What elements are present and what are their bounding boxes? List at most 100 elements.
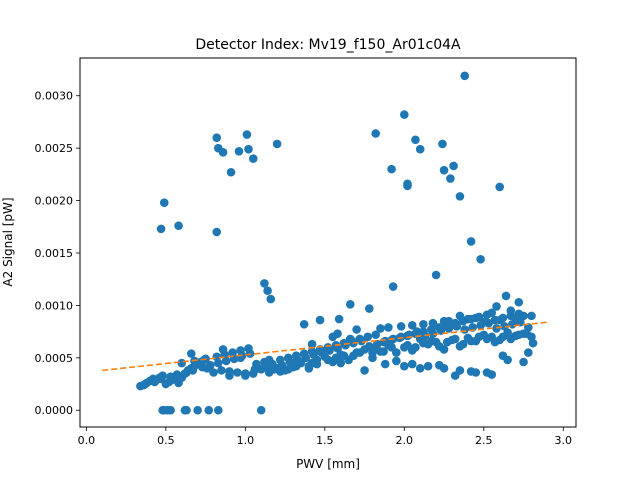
data-point: [490, 337, 500, 347]
data-point: [266, 294, 276, 304]
data-point: [242, 130, 252, 139]
data-point: [458, 339, 468, 349]
data-point: [495, 182, 504, 192]
data-point: [479, 317, 489, 327]
data-point: [256, 405, 266, 415]
data-point: [400, 361, 409, 371]
y-axis-ticks: 0.0000 0.0005 0.0010 0.0015 0.0020 0.0025 0.00…: [35, 90, 80, 417]
x-tick-label: 0.0: [78, 434, 96, 447]
data-point: [400, 110, 409, 119]
data-point: [345, 334, 355, 344]
data-point: [419, 327, 428, 336]
data-point: [339, 351, 349, 361]
data-point: [360, 366, 369, 375]
data-point: [333, 329, 342, 339]
x-tick-label: 1.0: [237, 434, 255, 447]
data-point: [492, 302, 501, 311]
data-point: [365, 304, 374, 313]
data-point: [387, 343, 396, 352]
data-point: [522, 329, 532, 339]
y-tick-label: 0.0010: [35, 299, 74, 312]
data-point: [334, 314, 344, 324]
y-tick-label: 0.0000: [35, 404, 74, 417]
data-point: [264, 355, 274, 365]
data-point: [241, 369, 250, 378]
data-point: [156, 224, 166, 234]
y-tick-label: 0.0020: [35, 195, 74, 208]
data-point: [228, 348, 237, 357]
data-point: [304, 364, 314, 373]
data-point: [434, 323, 444, 332]
data-point: [392, 356, 401, 366]
data-point: [218, 148, 228, 157]
data-point: [407, 359, 417, 369]
data-point: [442, 337, 452, 347]
data-point: [415, 364, 425, 373]
data-point: [272, 139, 282, 149]
x-tick-label: 0.5: [157, 434, 175, 447]
data-point: [166, 405, 175, 415]
data-point: [212, 227, 222, 237]
data-point: [411, 135, 420, 145]
data-point: [519, 311, 528, 321]
data-point: [528, 338, 538, 348]
data-point: [260, 279, 269, 288]
data-point: [498, 351, 508, 361]
data-point: [403, 340, 412, 350]
data-point: [283, 365, 293, 374]
data-point: [174, 221, 183, 231]
x-axis-ticks: 0.0 0.5 1.0 1.5 2.0 2.5 3.0: [78, 427, 572, 447]
plot-background: [80, 58, 576, 427]
data-point: [415, 144, 425, 154]
data-point: [336, 358, 346, 368]
data-point: [252, 359, 261, 369]
data-point: [387, 164, 396, 174]
y-tick-label: 0.0025: [35, 142, 74, 155]
data-point: [307, 347, 317, 356]
x-tick-label: 2.0: [396, 434, 414, 447]
data-point: [244, 144, 253, 154]
data-point: [514, 330, 524, 340]
data-point: [371, 330, 380, 340]
data-point: [186, 349, 196, 358]
data-point: [288, 358, 298, 368]
data-point: [209, 368, 218, 377]
data-point: [506, 306, 516, 315]
data-point: [471, 313, 481, 323]
data-point: [312, 359, 322, 369]
data-point: [476, 254, 485, 264]
chart-title: Detector Index: Mv19_f150_Ar01c04A: [195, 37, 461, 53]
data-point: [204, 405, 214, 415]
data-point: [380, 359, 390, 369]
data-point: [218, 345, 228, 354]
data-point: [427, 336, 436, 346]
data-point: [460, 71, 470, 81]
data-point: [403, 331, 412, 341]
data-markers: [136, 71, 538, 415]
data-point: [463, 314, 473, 324]
data-point: [276, 367, 285, 376]
data-point: [384, 323, 393, 332]
data-point: [140, 379, 150, 389]
data-point: [495, 315, 504, 325]
data-point: [388, 282, 398, 291]
data-point: [299, 349, 309, 358]
data-point: [263, 286, 272, 296]
data-point: [466, 336, 476, 346]
data-point: [482, 334, 492, 344]
data-point: [407, 321, 417, 330]
data-point: [446, 174, 455, 183]
data-point: [431, 270, 441, 280]
data-point: [217, 366, 226, 375]
data-point: [206, 360, 215, 370]
data-point: [449, 161, 458, 171]
data-point: [355, 348, 365, 357]
data-point: [403, 179, 412, 189]
data-point: [524, 348, 533, 357]
data-point: [519, 357, 528, 367]
data-point: [498, 332, 508, 342]
data-point: [514, 297, 524, 307]
data-point: [506, 334, 516, 344]
data-point: [511, 313, 520, 323]
